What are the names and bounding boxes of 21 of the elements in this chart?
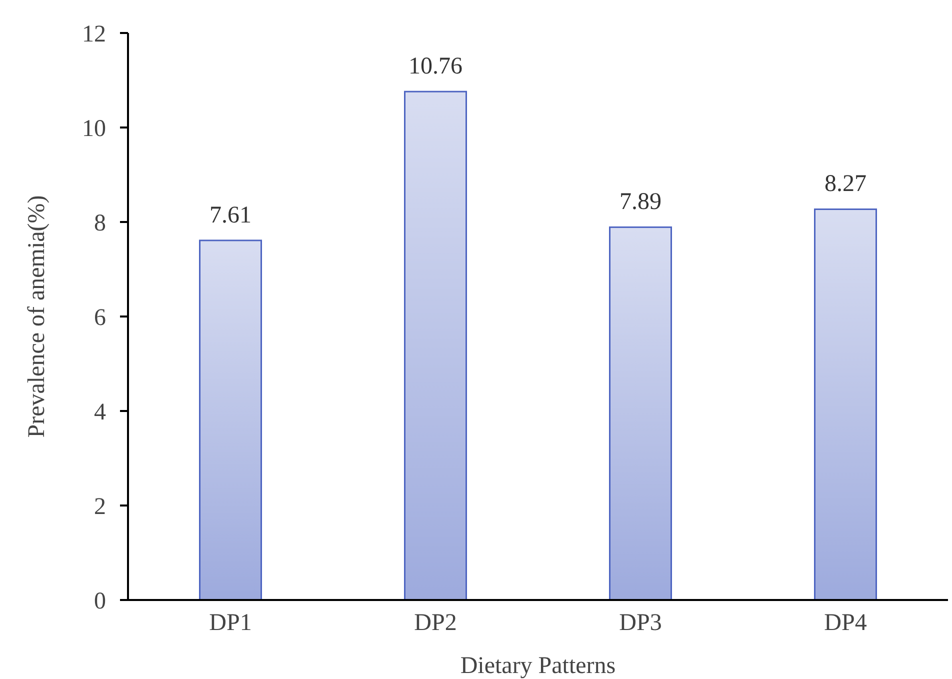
- data-label: 10.76: [408, 54, 462, 80]
- data-label: 7.61: [210, 202, 252, 228]
- x-axis-title: Dietary Patterns: [460, 653, 616, 679]
- y-tick-label: 10: [82, 116, 106, 142]
- bar: [404, 90, 467, 601]
- y-tick-label: 6: [94, 304, 106, 331]
- x-tick-label: DP1: [209, 610, 252, 636]
- y-tick-label: 2: [94, 494, 106, 520]
- data-label: 7.89: [620, 189, 662, 216]
- bar: [609, 226, 672, 601]
- y-tick-label: 0: [94, 588, 106, 614]
- x-tick-label: DP4: [824, 610, 867, 636]
- x-tick-label: DP3: [619, 610, 662, 636]
- y-tick-label: 8: [94, 210, 106, 236]
- x-tick-label: DP2: [414, 610, 457, 636]
- bar: [814, 208, 877, 601]
- bar: [199, 240, 262, 601]
- y-tick-label: 4: [94, 399, 106, 426]
- y-axis-title: Prevalence of anemia(%): [24, 195, 50, 438]
- data-label: 8.27: [824, 171, 866, 198]
- y-tick-label: 12: [82, 21, 106, 48]
